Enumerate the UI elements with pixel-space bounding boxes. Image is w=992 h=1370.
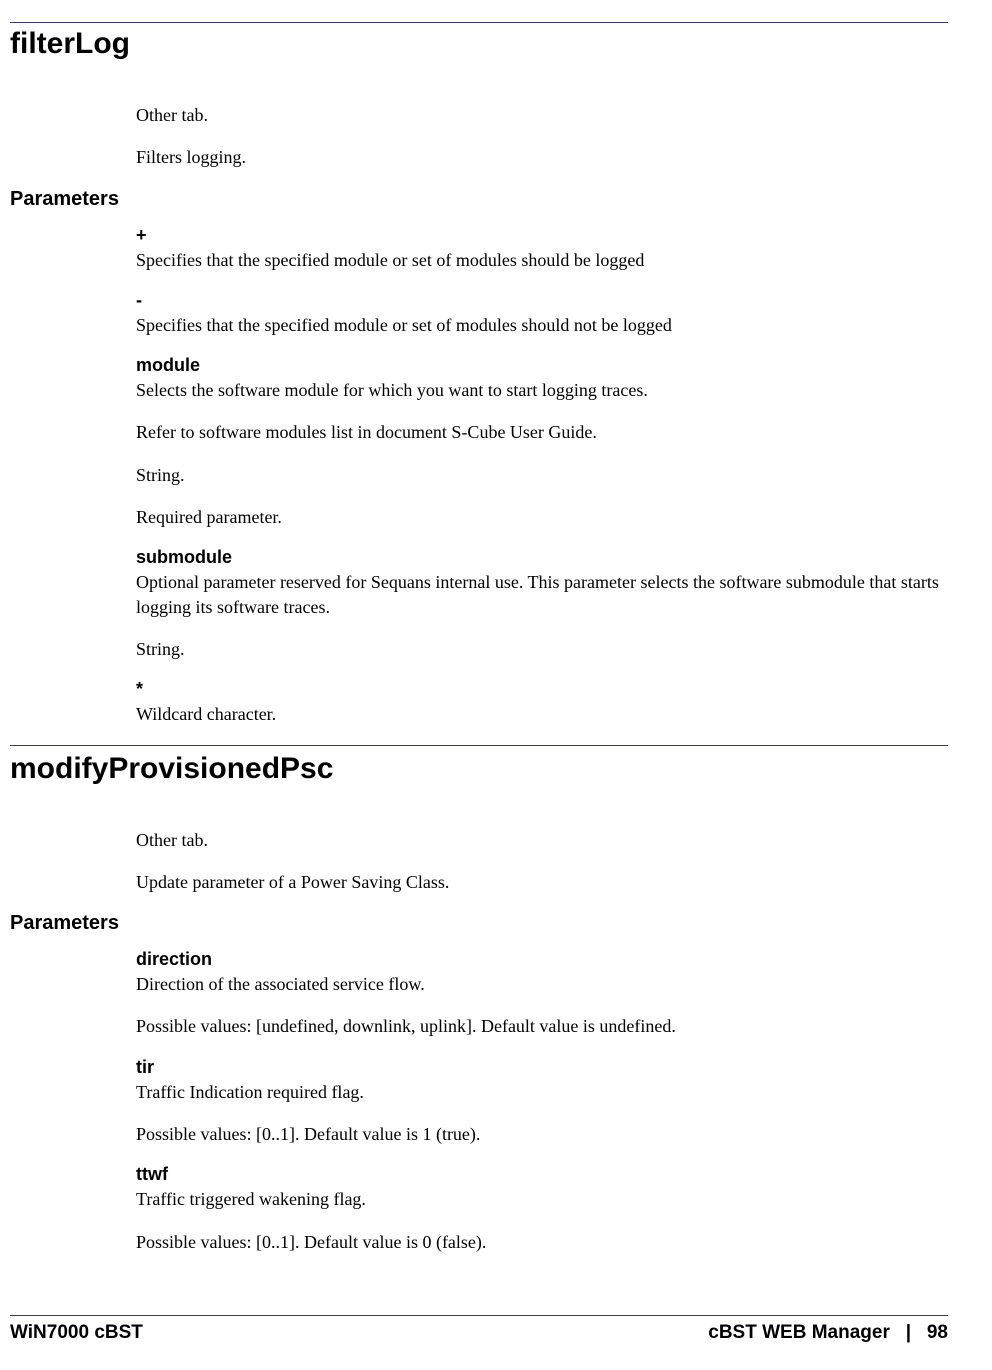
param-submodule-desc1: Optional parameter reserved for Sequans … <box>136 570 948 619</box>
top-rule <box>10 22 948 23</box>
section1-intro1: Other tab. <box>136 103 948 127</box>
param-direction-name: direction <box>136 949 948 970</box>
param-module-desc3: String. <box>136 463 948 487</box>
param-ttwf-name: ttwf <box>136 1164 948 1185</box>
param-plus-desc: Specifies that the specified module or s… <box>136 248 948 272</box>
param-minus-name: - <box>136 290 948 311</box>
page-footer: WiN7000 cBST cBST WEB Manager | 98 <box>10 1315 948 1344</box>
param-ttwf-desc2: Possible values: [0..1]. Default value i… <box>136 1230 948 1254</box>
param-star-name: * <box>136 679 948 700</box>
section1-params-heading: Parameters <box>10 188 948 211</box>
param-tir-name: tir <box>136 1057 948 1078</box>
section2-intro2: Update parameter of a Power Saving Class… <box>136 870 948 894</box>
footer-right-page: 98 <box>927 1322 948 1343</box>
section2-params-heading: Parameters <box>10 912 948 935</box>
section1-title: filterLog <box>10 27 948 61</box>
param-direction-desc1: Direction of the associated service flow… <box>136 972 948 996</box>
footer-left: WiN7000 cBST <box>10 1322 143 1344</box>
section2-title: modifyProvisionedPsc <box>10 752 948 786</box>
param-ttwf-desc1: Traffic triggered wakening flag. <box>136 1187 948 1211</box>
section2-rule <box>10 745 948 746</box>
param-module-name: module <box>136 355 948 376</box>
param-tir-desc2: Possible values: [0..1]. Default value i… <box>136 1122 948 1146</box>
param-tir-desc1: Traffic Indication required flag. <box>136 1080 948 1104</box>
param-plus-name: + <box>136 225 948 246</box>
param-module-desc4: Required parameter. <box>136 505 948 529</box>
param-module-desc2: Refer to software modules list in docume… <box>136 420 948 444</box>
param-direction-desc2: Possible values: [undefined, downlink, u… <box>136 1014 948 1038</box>
param-minus-desc: Specifies that the specified module or s… <box>136 313 948 337</box>
footer-right: cBST WEB Manager | 98 <box>708 1322 948 1344</box>
footer-right-label: cBST WEB Manager <box>708 1322 890 1343</box>
param-module-desc1: Selects the software module for which yo… <box>136 378 948 402</box>
param-submodule-name: submodule <box>136 547 948 568</box>
section1-intro2: Filters logging. <box>136 145 948 169</box>
footer-row: WiN7000 cBST cBST WEB Manager | 98 <box>10 1322 948 1344</box>
footer-rule <box>10 1315 948 1316</box>
param-submodule-desc2: String. <box>136 637 948 661</box>
param-star-desc: Wildcard character. <box>136 702 948 726</box>
footer-right-sep: | <box>890 1322 927 1343</box>
section2-intro1: Other tab. <box>136 828 948 852</box>
